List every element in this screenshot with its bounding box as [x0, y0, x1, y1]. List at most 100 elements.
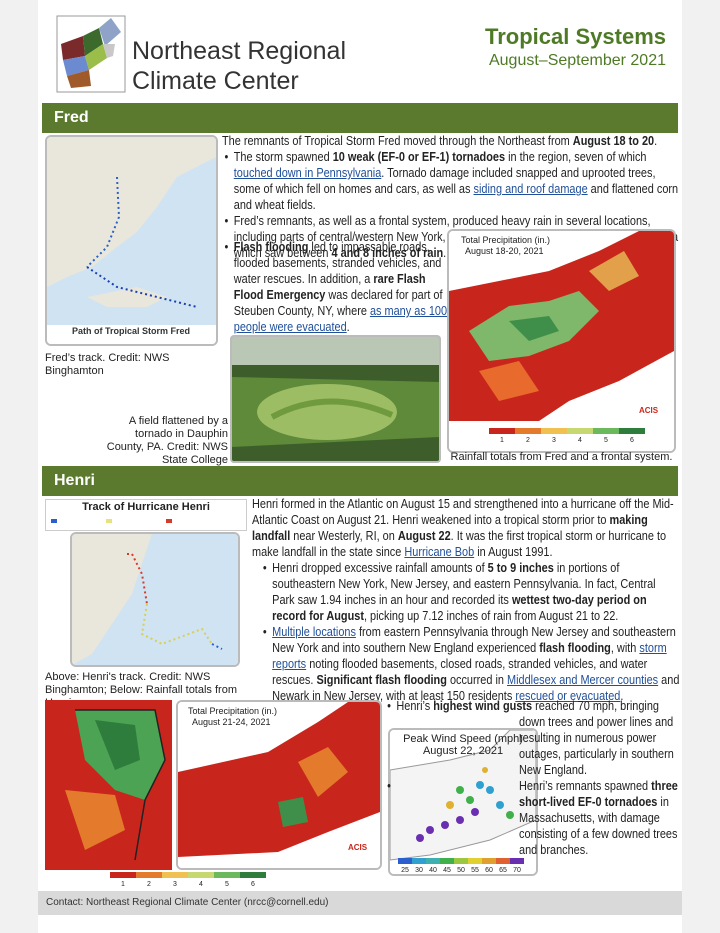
text-run: The storm spawned: [233, 149, 333, 164]
track-title-box: Track of Hurricane Henri: [45, 499, 247, 531]
legend-swatch: [482, 858, 496, 864]
link[interactable]: Middlesex and Mercer counties: [507, 672, 659, 687]
text-run: . Tornado damage included snapped and up…: [233, 165, 656, 196]
text-run: led to impassable roads, flooded basemen…: [233, 239, 442, 286]
legend-label: 60: [485, 867, 493, 874]
bold-text: August 22: [397, 528, 451, 543]
nj-precip-map: [45, 700, 172, 870]
text-block: Henri formed in the Atlantic on August 1…: [252, 496, 680, 704]
legend-label: 5: [604, 437, 608, 444]
legend-swatch: [454, 858, 468, 864]
bullet-list: Henri’s highest wind gusts reached 70 mp…: [387, 698, 680, 858]
legend-swatch: [136, 872, 162, 878]
map-title: Total Precipitation (in.): [188, 706, 277, 716]
text-run: from eastern Pennsylvania through New Je…: [272, 624, 676, 655]
map-credit: ACIS: [348, 843, 368, 852]
track-map-art: [72, 534, 238, 665]
text-run: , with: [610, 640, 640, 655]
title-block: Tropical Systems August–September 2021: [485, 24, 666, 70]
logo: [56, 15, 126, 93]
precip-map: Total Precipitation (in.) August 18-20, …: [447, 229, 676, 453]
legend-swatch: [541, 428, 567, 434]
legend-label: 1: [121, 881, 125, 888]
text-run: .: [620, 688, 624, 703]
map-title: Track of Hurricane Henri: [82, 501, 210, 513]
legend-label: 6: [630, 437, 634, 444]
org-line: Climate Center: [132, 67, 299, 95]
legend-swatch: [510, 858, 524, 864]
bullet-list: Flash flooding led to impassable roads, …: [222, 239, 448, 335]
legend-label: 6: [251, 881, 255, 888]
legend-swatch: [496, 858, 510, 864]
legend-label: 65: [499, 867, 507, 874]
bullet: Flash flooding led to impassable roads, …: [225, 239, 448, 335]
legend-label: 40: [429, 867, 437, 874]
bullet: Multiple locations from eastern Pennsylv…: [263, 624, 680, 704]
legend-swatch: [426, 858, 440, 864]
legend-swatch: [162, 872, 188, 878]
bold-text: rare Flash Flood Emergency: [233, 271, 426, 302]
bullet: Henri dropped excessive rainfall amounts…: [263, 560, 680, 624]
bold-text: Flash flooding: [233, 239, 309, 254]
precip-map: Total Precipitation (in.) August 21-24, …: [176, 700, 382, 870]
bold-text: 10 weak (EF-0 or EF-1) tornadoes: [332, 149, 506, 164]
text-run: in the region, seven of which: [505, 149, 647, 164]
map-dates: August 18-20, 2021: [465, 246, 544, 256]
photo: [230, 335, 441, 463]
section-heading: Fred: [42, 103, 678, 133]
link[interactable]: as many as 100 people were evacuated: [233, 303, 448, 334]
legend-label: 70: [513, 867, 521, 874]
legend-label: 55: [471, 867, 479, 874]
text-run: near Westerly, RI, on: [290, 528, 398, 543]
link[interactable]: Multiple locations: [272, 624, 356, 639]
caption: Rainfall totals from Fred and a frontal …: [450, 451, 673, 463]
text-run: . It was the first tropical storm or hur…: [252, 528, 667, 559]
section-heading: Henri: [42, 466, 678, 496]
text-run: noting flooded basements, closed roads, …: [272, 656, 648, 687]
link[interactable]: touched down in Pennsylvania: [233, 165, 382, 180]
track-key: [51, 519, 172, 523]
legend-swatch: [593, 428, 619, 434]
legend-label: 3: [173, 881, 177, 888]
bullet-list: Henri dropped excessive rainfall amounts…: [252, 560, 680, 704]
bullet: Henri’s remnants spawned three short-liv…: [387, 778, 680, 858]
map-title: Path of Tropical Storm Fred: [72, 326, 190, 336]
legend-swatch: [398, 858, 412, 864]
link[interactable]: Hurricane Bob: [404, 544, 475, 559]
legend-label: 25: [401, 867, 409, 874]
legend-items: 1 2 3 4 5 6: [110, 872, 266, 888]
legend-label: 5: [225, 881, 229, 888]
legend: 1 2 3 4 5 6: [110, 872, 266, 888]
text-run: reached 70 mph, bringing down trees and …: [519, 698, 674, 777]
text-run: .: [654, 133, 658, 148]
nj-precip-art: [45, 700, 172, 870]
legend-label: 2: [526, 437, 530, 444]
text-run: The remnants of Tropical Storm Fred move…: [222, 133, 573, 148]
legend-swatch: [489, 428, 515, 434]
legend: 1 2 3 4 5 6: [489, 428, 645, 444]
footer: Contact: Northeast Regional Climate Cent…: [38, 891, 682, 915]
legend-swatch: [110, 872, 136, 878]
bold-text: three short-lived EF-0 tornadoes: [519, 778, 678, 809]
text-run: in portions of southeastern New York, Ne…: [272, 560, 656, 607]
track-map: Path of Tropical Storm Fred: [45, 135, 218, 346]
text-run: Henri dropped excessive rainfall amounts…: [272, 560, 488, 575]
photo-art: [232, 337, 439, 461]
track-map-art: Path of Tropical Storm Fred: [47, 137, 216, 344]
legend-label: 30: [415, 867, 423, 874]
paragraph: The remnants of Tropical Storm Fred move…: [222, 133, 680, 149]
title: Tropical Systems: [485, 24, 666, 49]
bullet: The storm spawned 10 weak (EF-0 or EF-1)…: [225, 149, 680, 213]
paragraph: Henri formed in the Atlantic on August 1…: [252, 496, 680, 560]
legend-label: 1: [500, 437, 504, 444]
legend-label: 3: [552, 437, 556, 444]
text-run: .: [346, 319, 350, 334]
org-name: Northeast Regional Climate Center: [132, 36, 346, 96]
link[interactable]: siding and roof damage: [473, 181, 588, 196]
caption: A field flattened by a tornado in Dauphi…: [106, 415, 228, 466]
bold-text: making landfall: [252, 512, 648, 543]
link[interactable]: storm reports: [272, 640, 667, 671]
legend-label: 4: [199, 881, 203, 888]
text-run: Henri formed in the Atlantic on August 1…: [252, 496, 674, 527]
